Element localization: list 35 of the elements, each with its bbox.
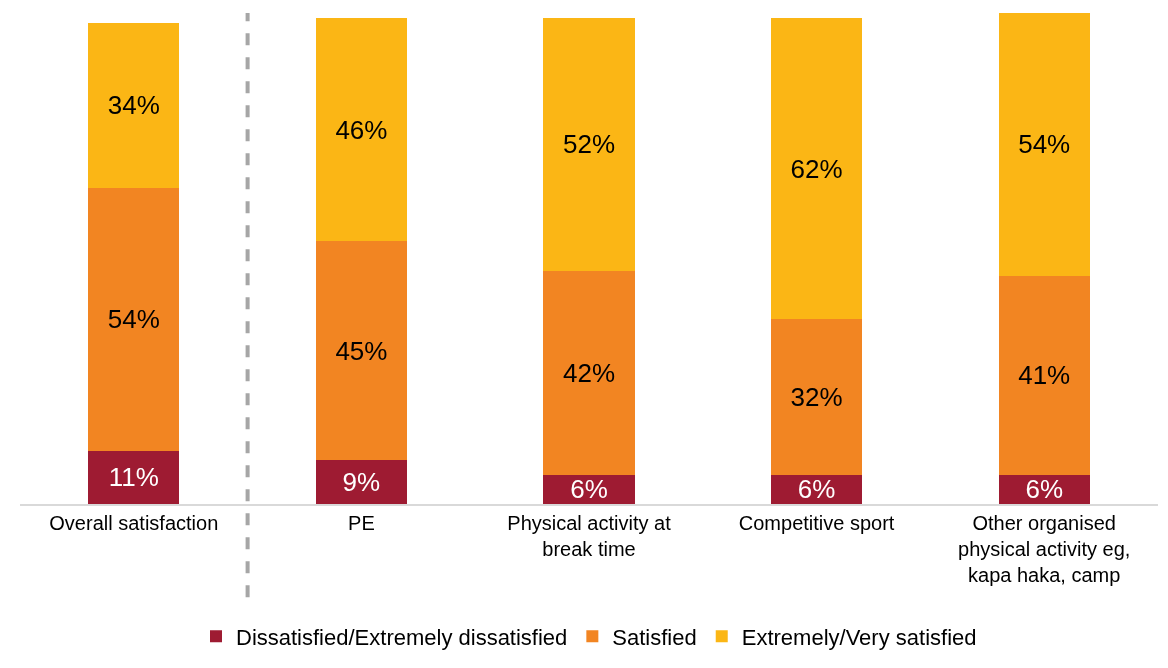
bar (771, 17, 863, 320)
x-tick-label: Competitive sport (738, 512, 895, 534)
data-label: 41% (1018, 360, 1071, 391)
bar (998, 275, 1090, 475)
bar (88, 450, 180, 504)
x-tick-label: Overall satisfaction (49, 512, 219, 534)
bar (543, 270, 635, 475)
x-tick-label: Other organised physical activity eg, kapa haka, camp (958, 512, 1131, 586)
data-label: 45% (335, 335, 388, 366)
legend-label: Extremely/Very satisfied (741, 624, 977, 650)
data-label: 34% (107, 90, 160, 121)
x-tick-label: Physical activity at break time (507, 512, 672, 560)
data-label: 54% (107, 304, 160, 335)
bar (998, 13, 1090, 276)
data-label: 11% (108, 462, 159, 493)
data-label: 52% (562, 129, 616, 160)
data-label: 6% (797, 474, 836, 505)
bar (543, 17, 635, 271)
data-label: 54% (1018, 129, 1071, 160)
data-label: 46% (335, 114, 388, 145)
data-label: 42% (562, 357, 616, 388)
bar (771, 319, 863, 475)
bar (88, 188, 180, 451)
legend-label: Dissatisfied/Extremely dissatisfied (236, 624, 568, 650)
legend-label: Satisfied (612, 624, 697, 650)
bar (315, 17, 407, 242)
bar (315, 460, 407, 504)
bar (88, 22, 180, 189)
bar (315, 241, 407, 461)
data-label: 6% (1025, 474, 1063, 505)
data-label: 9% (342, 467, 381, 498)
data-label: 32% (790, 382, 843, 413)
data-label: 62% (790, 153, 843, 184)
x-tick-label: PE (348, 512, 375, 534)
data-label: 6% (570, 474, 608, 505)
